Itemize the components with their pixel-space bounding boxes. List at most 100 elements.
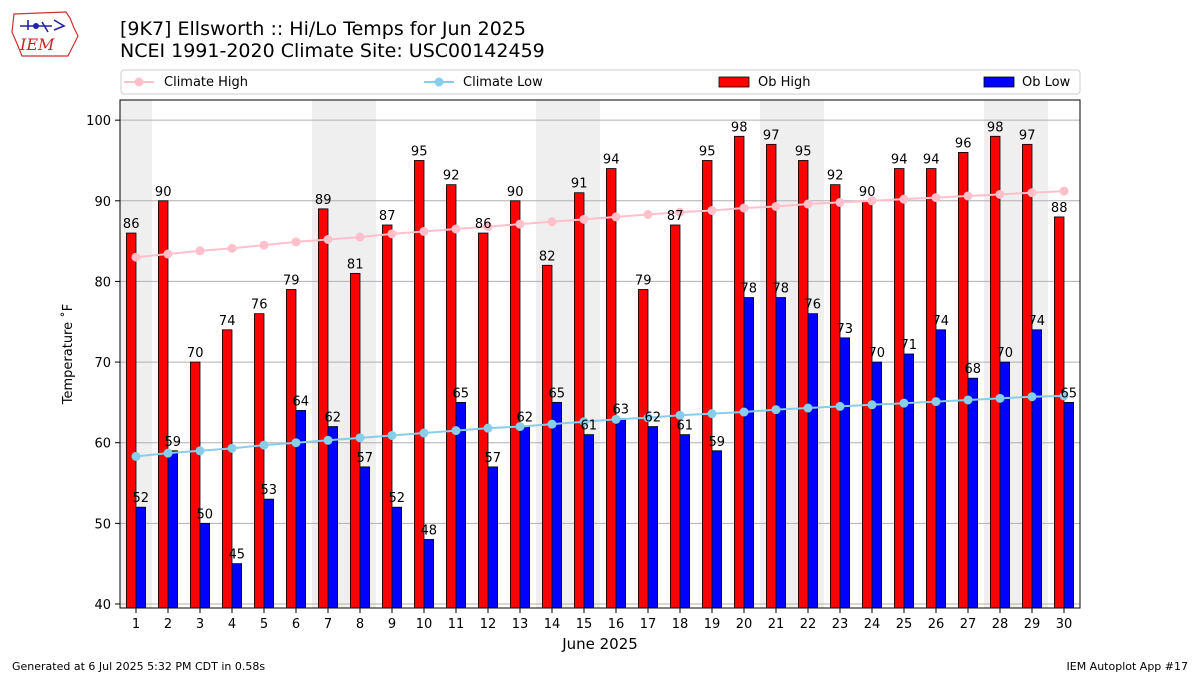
bar-ob-high-day-6 xyxy=(285,289,297,609)
bar-ob-low-day-7 xyxy=(327,426,339,609)
bar-ob-low-day-5 xyxy=(263,498,275,609)
climate-high-point-day-29 xyxy=(1027,188,1037,198)
climate-low-point-day-12 xyxy=(483,423,493,433)
climate-high-point-day-13 xyxy=(515,219,525,229)
bar-ob-high-day-13 xyxy=(509,200,521,609)
legend-frame xyxy=(120,69,1081,95)
bar-ob-low-day-12 xyxy=(487,466,499,609)
climate-low-point-day-24 xyxy=(867,400,877,410)
climate-low-point-day-16 xyxy=(611,414,621,424)
bar-ob-high-day-16 xyxy=(606,168,617,609)
climate-low-point-day-8 xyxy=(355,433,365,443)
bar-ob-high-day-23 xyxy=(830,184,841,609)
x-tick-label-6: 6 xyxy=(292,617,300,632)
climate-low-point-day-25 xyxy=(899,398,909,408)
grid-lines xyxy=(120,119,1080,605)
bar-label-ob-low-day-14: 65 xyxy=(549,386,566,401)
bar-ob-high-day-5 xyxy=(253,313,265,609)
bar-ob-low-day-19 xyxy=(711,450,723,609)
climate-low-point-day-30 xyxy=(1059,391,1069,401)
y-tick-label-90: 90 xyxy=(94,195,111,210)
logo-text: IEM xyxy=(19,35,55,54)
bar-label-ob-low-day-23: 73 xyxy=(837,322,854,337)
climate-low-point-day-7 xyxy=(323,435,333,445)
bar-ob-high-day-17 xyxy=(638,289,649,609)
climate-low-point-day-20 xyxy=(739,407,749,417)
x-tick-label-4: 4 xyxy=(228,617,236,632)
plot-frame xyxy=(119,99,1081,609)
climate-low-point-day-9 xyxy=(387,430,397,440)
bar-ob-low-day-1 xyxy=(135,506,147,609)
bar-ob-high-day-30 xyxy=(1054,216,1065,609)
climate-low-point-day-1 xyxy=(131,451,141,461)
climate-high-point-day-8 xyxy=(355,232,365,242)
bar-ob-low-day-21 xyxy=(775,297,787,609)
climate-high-point-day-26 xyxy=(931,193,941,203)
x-tick-label-13: 13 xyxy=(512,617,529,632)
bar-label-ob-low-day-19: 59 xyxy=(709,435,726,450)
climate-high-point-day-21 xyxy=(771,201,781,211)
climate-low-point-day-18 xyxy=(675,410,685,420)
bar-label-ob-low-day-29: 74 xyxy=(1029,314,1046,329)
x-tick-label-30: 30 xyxy=(1056,617,1073,632)
climate-high-point-day-20 xyxy=(739,203,749,213)
bar-ob-high-day-29 xyxy=(1022,143,1033,609)
bar-ob-low-day-22 xyxy=(807,313,819,609)
bar-label-ob-high-day-14: 82 xyxy=(539,249,556,264)
bar-ob-low-day-27 xyxy=(967,377,979,609)
y-tick-label-50: 50 xyxy=(94,517,111,532)
y-tick-label-40: 40 xyxy=(94,598,111,613)
legend-ob-high-swatch xyxy=(718,76,750,88)
x-tick-label-28: 28 xyxy=(992,617,1009,632)
bar-ob-low-day-15 xyxy=(583,434,595,609)
bar-label-ob-low-day-15: 61 xyxy=(581,419,598,434)
climate-high-point-day-7 xyxy=(323,234,333,244)
climate-low-point-day-29 xyxy=(1027,392,1037,402)
x-tick-label-16: 16 xyxy=(608,617,625,632)
x-tick-label-7: 7 xyxy=(324,617,332,632)
climate-high-point-day-12 xyxy=(483,222,493,232)
y-tick-label-80: 80 xyxy=(94,275,111,290)
bar-ob-high-day-22 xyxy=(798,160,809,609)
climate-high-point-day-10 xyxy=(419,226,429,236)
bar-ob-high-day-19 xyxy=(702,160,713,609)
bar-ob-low-day-26 xyxy=(935,329,947,609)
legend-climate-high-label: Climate High xyxy=(164,75,248,90)
x-tick-label-18: 18 xyxy=(672,617,689,632)
climate-high-point-day-11 xyxy=(451,224,461,234)
climate-low-point-day-4 xyxy=(227,443,237,453)
bar-label-ob-high-day-11: 92 xyxy=(443,169,460,184)
bar-label-ob-high-day-18: 87 xyxy=(667,209,684,224)
bar-ob-low-day-8 xyxy=(359,466,371,609)
climate-low-point-day-5 xyxy=(259,440,269,450)
bar-label-ob-low-day-30: 65 xyxy=(1061,386,1078,401)
bar-label-ob-high-day-16: 94 xyxy=(603,153,620,168)
bar-label-ob-high-day-19: 95 xyxy=(699,144,716,159)
x-tick-label-25: 25 xyxy=(896,617,913,632)
x-tick-label-2: 2 xyxy=(164,617,172,632)
legend-climate-high-marker xyxy=(134,77,144,87)
bar-ob-low-day-14 xyxy=(551,401,563,609)
footer-generated: Generated at 6 Jul 2025 5:32 PM CDT in 0… xyxy=(12,660,266,673)
bar-ob-high-day-2 xyxy=(157,200,169,609)
bar-label-ob-low-day-9: 52 xyxy=(389,491,406,506)
climate-low-point-day-23 xyxy=(835,401,845,411)
legend-climate-low-marker xyxy=(434,77,444,87)
bar-ob-high-day-25 xyxy=(894,168,905,609)
x-axis: 1 2 3 4 5 6 7 8 9 10 11 12 13 14 15 16 17 18 19 20 21 22 23 24 2… xyxy=(132,608,1072,632)
climate-high-point-day-17 xyxy=(643,210,653,220)
legend-ob-low-label: Ob Low xyxy=(1022,75,1071,90)
climate-high-point-day-14 xyxy=(547,217,557,227)
climate-high-point-day-5 xyxy=(259,240,269,250)
bar-label-ob-low-day-3: 50 xyxy=(197,507,214,522)
bar-ob-high-day-28 xyxy=(990,135,1001,609)
bar-ob-high-day-4 xyxy=(221,329,233,609)
bar-label-ob-high-day-10: 95 xyxy=(411,144,428,159)
x-tick-label-20: 20 xyxy=(736,617,753,632)
bar-label-ob-low-day-5: 53 xyxy=(261,483,278,498)
bar-label-ob-low-day-1: 52 xyxy=(133,491,150,506)
climate-high-point-day-24 xyxy=(867,196,877,206)
legend-ob-low-swatch xyxy=(983,76,1015,88)
bar-ob-low-day-20 xyxy=(743,297,755,609)
bar-label-ob-high-day-17: 79 xyxy=(635,273,652,288)
